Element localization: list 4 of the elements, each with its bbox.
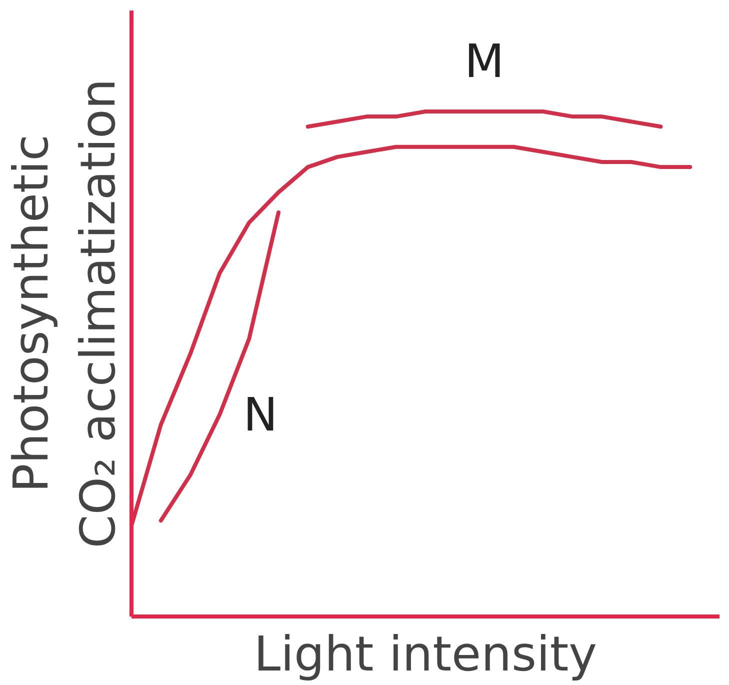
annotation: N: [243, 388, 278, 442]
text: M: [464, 34, 504, 88]
x-axis-title: Light intensity: [254, 626, 598, 682]
y-axis-title: Photosynthetic CO₂ acclimatization: [3, 78, 126, 548]
